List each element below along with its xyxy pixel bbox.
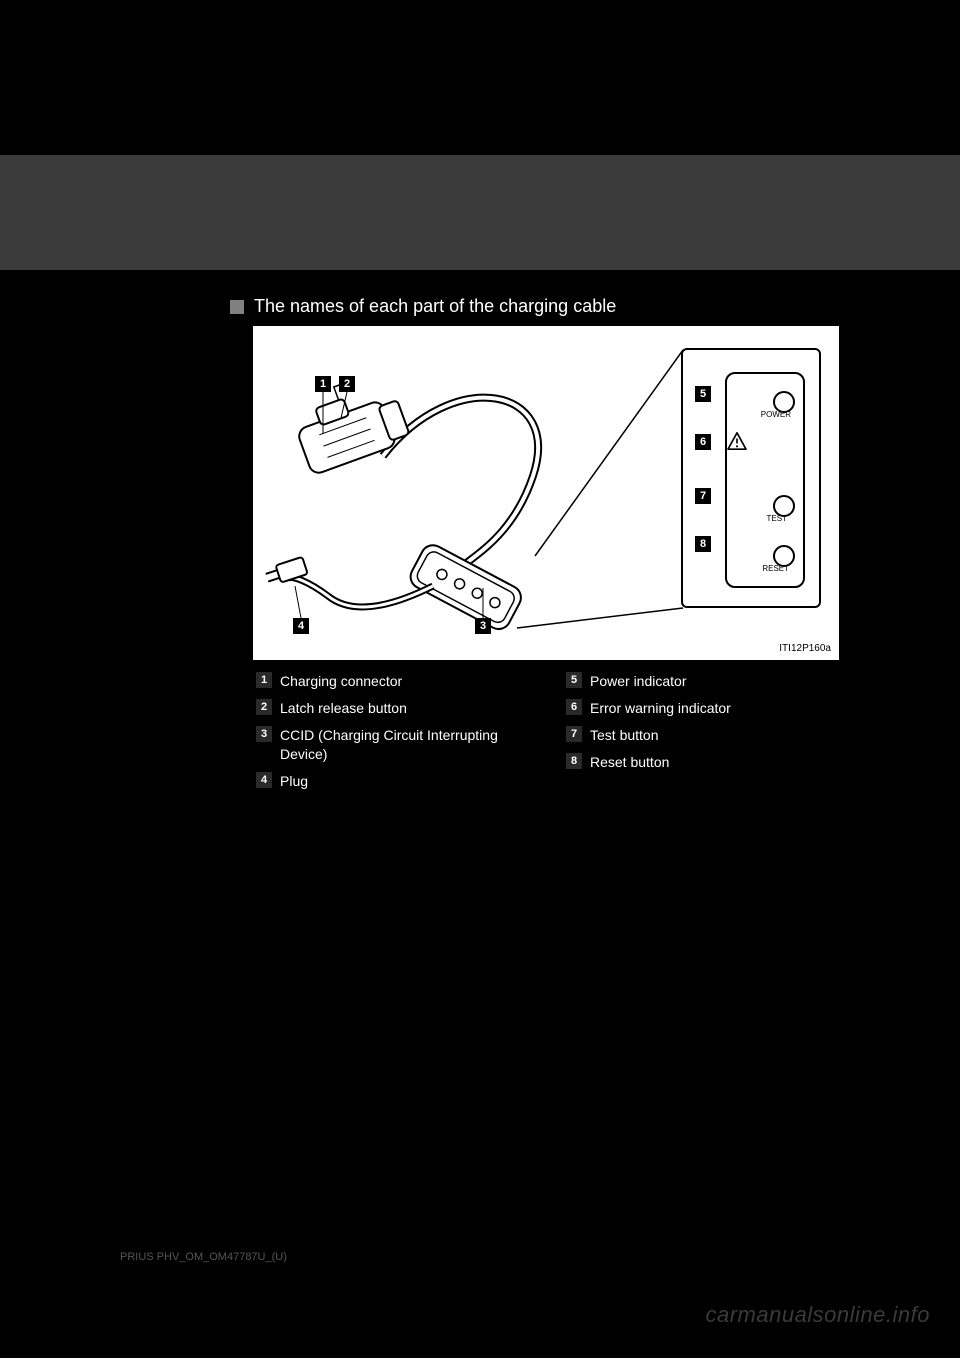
watermark: carmanualsonline.info [705, 1302, 930, 1328]
panel-label-power: POWER [761, 410, 791, 419]
callout-5: 5 [695, 386, 711, 402]
legend-text: Latch release button [280, 699, 407, 718]
panel-row-warning [727, 432, 803, 472]
legend-row: 5 Power indicator [566, 672, 846, 691]
legend-row: 7 Test button [566, 726, 846, 745]
header-band: 61 1. Charging operation [0, 155, 960, 270]
legend-num: 5 [566, 672, 582, 688]
legend: 1 Charging connector 2 Latch release but… [256, 672, 846, 790]
legend-text: CCID (Charging Circuit Interrupting Devi… [280, 726, 536, 764]
legend-num: 6 [566, 699, 582, 715]
legend-num: 2 [256, 699, 272, 715]
legend-num: 3 [256, 726, 272, 742]
panel-row-test [727, 486, 803, 526]
subheading-text: The names of each part of the charging c… [254, 296, 616, 317]
callout-7: 7 [695, 488, 711, 504]
panel-label-reset: RESET [762, 564, 789, 573]
legend-row: 1 Charging connector [256, 672, 536, 691]
legend-text: Error warning indicator [590, 699, 731, 718]
legend-text: Charging connector [280, 672, 402, 691]
callout-4: 4 [293, 618, 309, 634]
legend-text: Power indicator [590, 672, 687, 691]
ccid-panel: POWER TEST RESET [681, 348, 821, 608]
bullet-square-icon [230, 300, 244, 314]
ccid-panel-inner: POWER TEST RESET [725, 372, 805, 588]
legend-num: 4 [256, 772, 272, 788]
legend-num: 1 [256, 672, 272, 688]
callout-1: 1 [315, 376, 331, 392]
callout-2: 2 [339, 376, 355, 392]
legend-row: 8 Reset button [566, 753, 846, 772]
manual-page: 61 1. Charging operation The names of ea… [0, 0, 960, 1358]
warning-triangle-icon [727, 432, 747, 450]
legend-text: Test button [590, 726, 659, 745]
legend-text: Reset button [590, 753, 669, 772]
legend-row: 4 Plug [256, 772, 536, 791]
legend-row: 2 Latch release button [256, 699, 536, 718]
legend-num: 7 [566, 726, 582, 742]
footer-code: PRIUS PHV_OM_OM47787U_(U) [120, 1251, 287, 1263]
legend-num: 8 [566, 753, 582, 769]
subheading: The names of each part of the charging c… [230, 296, 616, 317]
callout-3: 3 [475, 618, 491, 634]
callout-8: 8 [695, 536, 711, 552]
legend-text: Plug [280, 772, 308, 791]
callout-6: 6 [695, 434, 711, 450]
charging-cable-diagram: 1 2 3 4 POWER [252, 325, 840, 661]
legend-row: 6 Error warning indicator [566, 699, 846, 718]
legend-col-left: 1 Charging connector 2 Latch release but… [256, 672, 536, 790]
image-reference: ITI12P160a [779, 643, 831, 654]
panel-label-test: TEST [767, 514, 787, 523]
legend-col-right: 5 Power indicator 6 Error warning indica… [566, 672, 846, 790]
legend-row: 3 CCID (Charging Circuit Interrupting De… [256, 726, 536, 764]
